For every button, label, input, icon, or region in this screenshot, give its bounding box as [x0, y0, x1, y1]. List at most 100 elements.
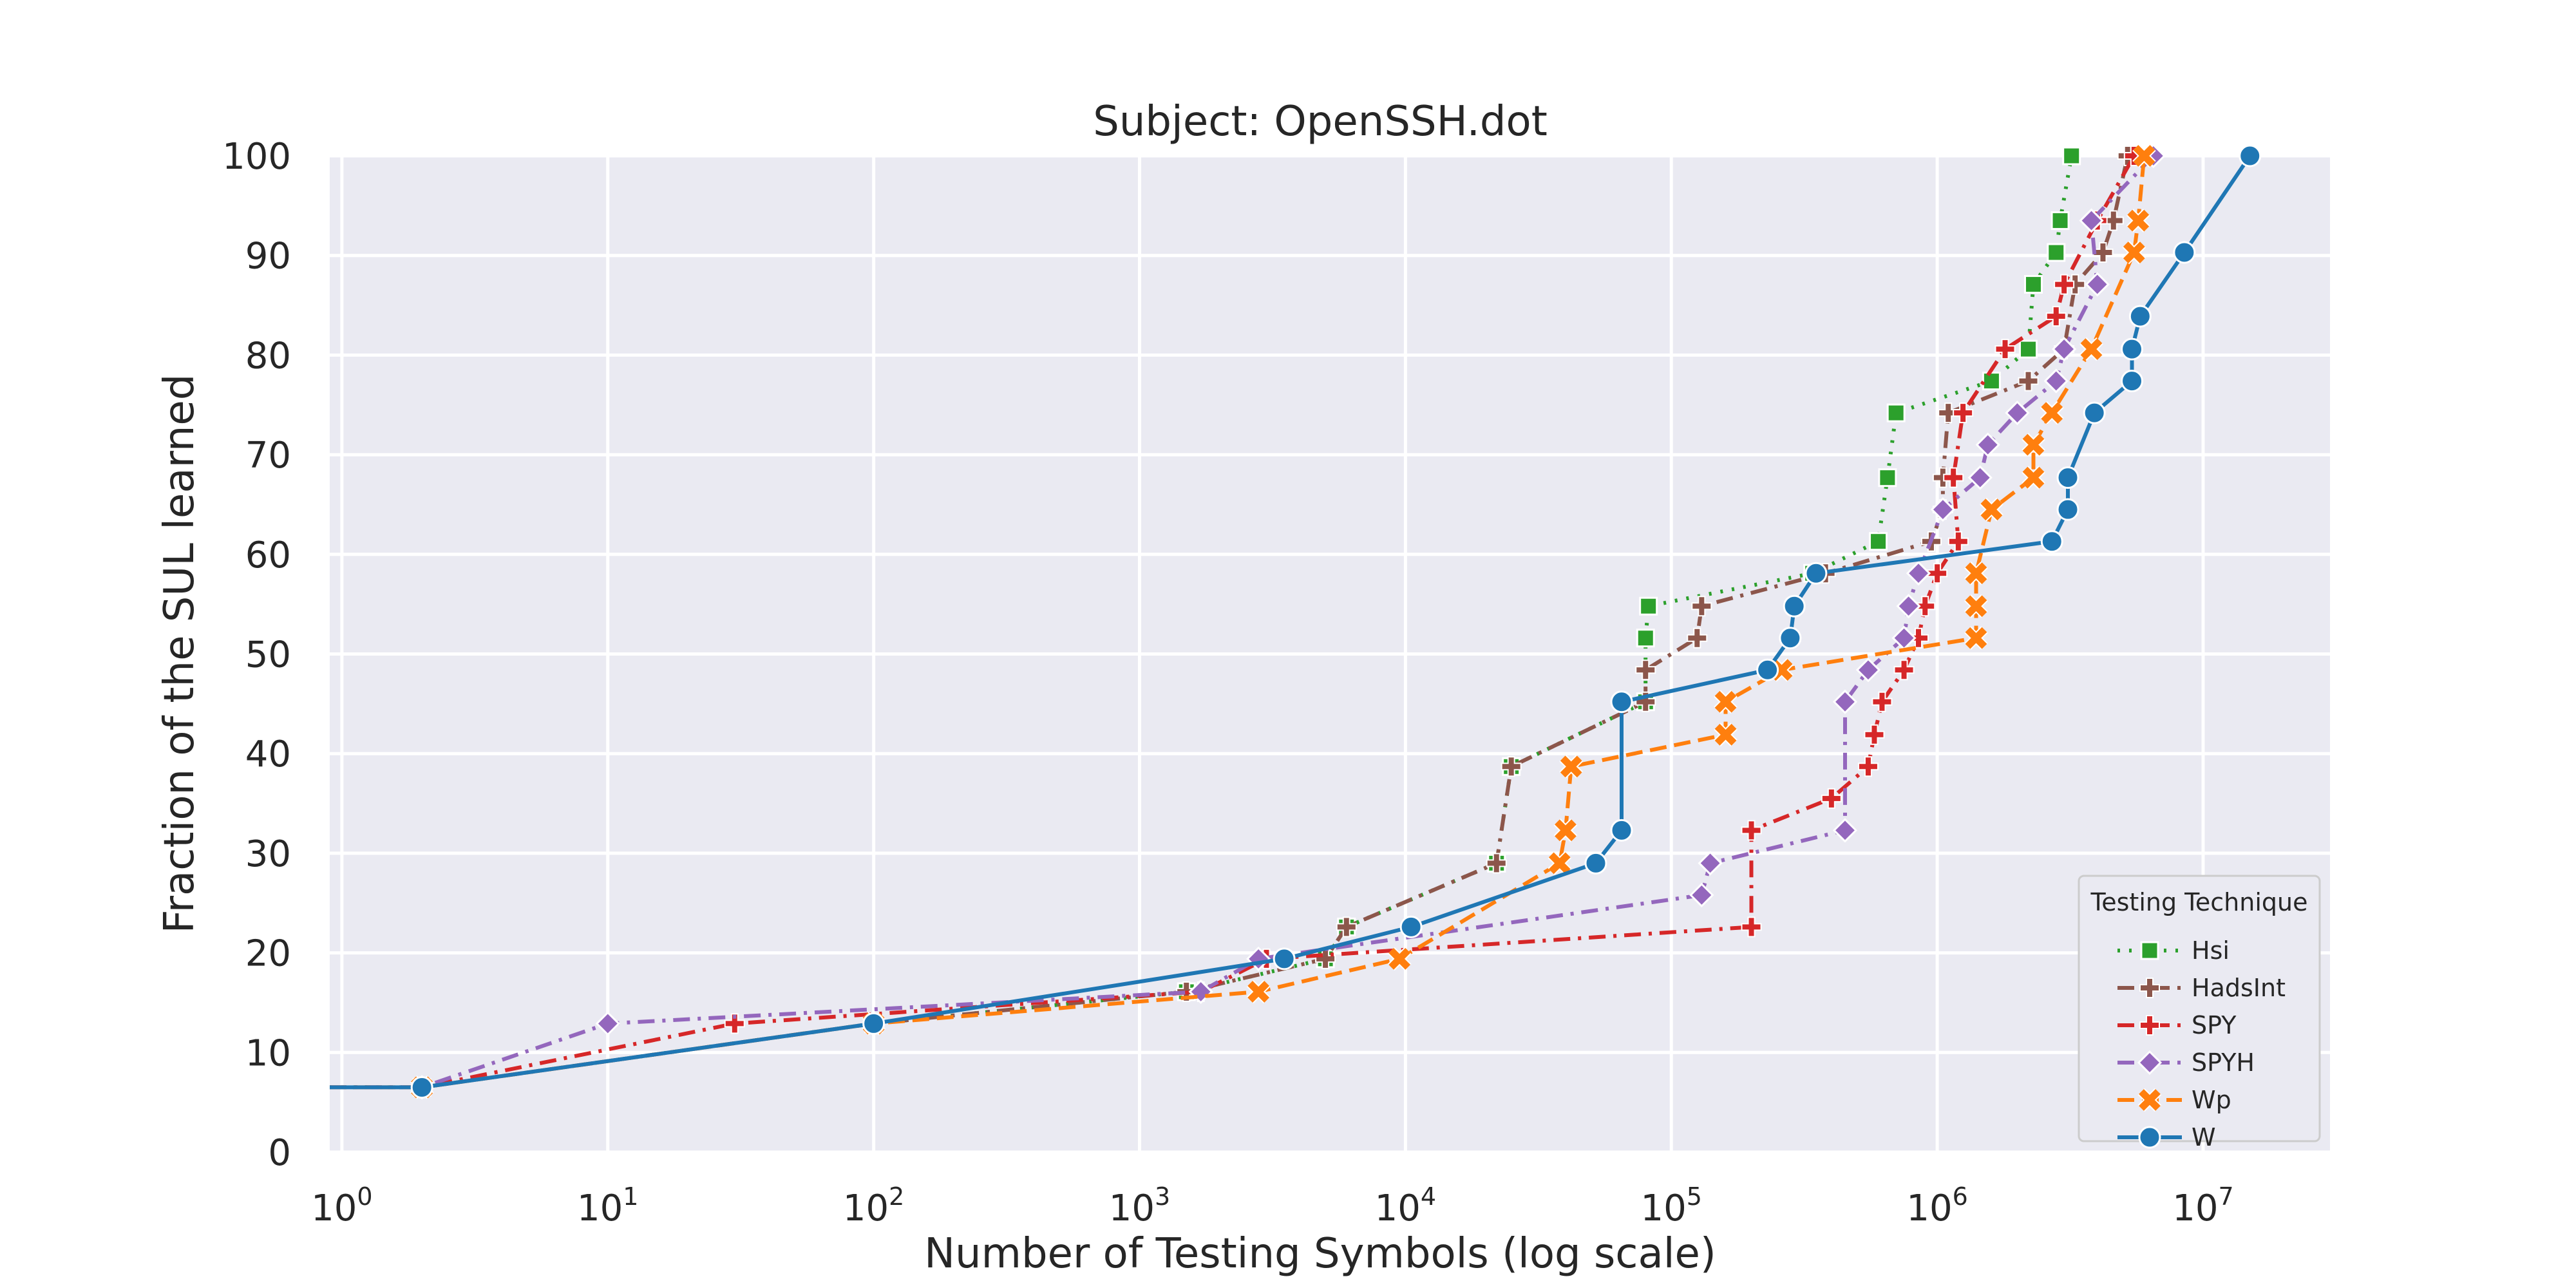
- data-point: [1930, 497, 1956, 522]
- data-point: [2137, 1088, 2162, 1112]
- y-tick-label: 10: [245, 1032, 291, 1074]
- legend-box: [2078, 875, 2321, 1142]
- data-point: [1548, 851, 1572, 875]
- data-point: [2137, 1050, 2163, 1075]
- data-point: [1714, 723, 1738, 747]
- data-point: [1964, 626, 1988, 650]
- data-point: [1553, 819, 1578, 842]
- legend-item-spy: SPY: [2117, 1011, 2237, 1039]
- legend-label: W: [2192, 1123, 2216, 1151]
- data-point: [1756, 658, 1779, 681]
- y-tick-label: 30: [245, 833, 291, 875]
- x-tick-label: 100: [311, 1182, 372, 1229]
- data-point: [1864, 724, 1885, 745]
- data-point: [1273, 947, 1296, 971]
- data-point: [2139, 978, 2160, 998]
- x-tick-label: 106: [1906, 1182, 1967, 1229]
- series-line: [330, 155, 2130, 1090]
- legend-label: HadsInt: [2192, 974, 2286, 1002]
- y-tick-label: 90: [245, 236, 291, 278]
- legend-title: Testing Technique: [2090, 888, 2307, 916]
- legend-label: SPY: [2192, 1011, 2237, 1039]
- data-point: [2062, 146, 2081, 166]
- data-point: [2047, 243, 2066, 262]
- legend-item-spyh: SPYH: [2117, 1048, 2255, 1077]
- data-point: [2139, 1015, 2160, 1036]
- data-point: [2019, 339, 2038, 359]
- data-point: [2239, 144, 2262, 167]
- legend-item-hadsint: HadsInt: [2117, 974, 2286, 1002]
- data-point: [1639, 596, 1658, 616]
- data-point: [1994, 339, 2016, 360]
- data-point: [2126, 209, 2150, 232]
- data-point: [1855, 658, 1881, 683]
- data-point: [1336, 916, 1357, 938]
- x-tick-label: 105: [1641, 1182, 1702, 1229]
- data-point: [2083, 401, 2106, 424]
- data-point: [1980, 497, 2003, 522]
- x-tick-label: 102: [843, 1182, 904, 1229]
- data-point: [2005, 401, 2030, 426]
- tick-labels: 0 10 20 30 40 50 60 70 80 90 100 100 101 102 103 104 105…: [222, 136, 2234, 1229]
- data-point: [2056, 466, 2079, 489]
- y-tick-label: 70: [245, 435, 291, 477]
- data-point: [2040, 530, 2063, 553]
- data-point: [1610, 690, 1633, 714]
- chart-title: Subject: OpenSSH.dot: [1093, 98, 1548, 146]
- x-tick-label: 103: [1109, 1182, 1170, 1229]
- data-point: [1246, 946, 1271, 972]
- x-tick-label: 104: [1375, 1182, 1436, 1229]
- legend-item-wp: Wp: [2117, 1086, 2231, 1114]
- data-point: [2045, 306, 2067, 327]
- data-point: [2132, 144, 2156, 168]
- data-point: [1559, 755, 1584, 779]
- x-tick-label: 107: [2172, 1182, 2233, 1229]
- legend-label: Wp: [2192, 1086, 2231, 1114]
- x-tick-label: 101: [577, 1182, 638, 1229]
- data-point: [2023, 275, 2043, 294]
- data-point: [1689, 882, 1714, 907]
- legend-item-hsi: Hsi: [2117, 936, 2230, 965]
- data-point: [862, 1012, 886, 1035]
- data-point: [2122, 240, 2146, 265]
- legend-label: SPYH: [2192, 1048, 2255, 1077]
- x-axis-label: Number of Testing Symbols (log scale): [924, 1230, 1716, 1278]
- y-tick-label: 50: [245, 634, 291, 676]
- y-axis-label: Fraction of the SUL learned: [156, 374, 204, 934]
- data-point: [2121, 370, 2144, 393]
- y-tick-label: 100: [222, 136, 291, 178]
- data-point: [1486, 853, 1507, 874]
- data-point: [1687, 627, 1708, 649]
- data-point: [724, 1013, 745, 1034]
- data-point: [1869, 532, 1888, 551]
- data-point: [2043, 368, 2069, 393]
- data-point: [1636, 629, 1655, 648]
- data-point: [2050, 211, 2070, 231]
- data-point: [1246, 980, 1271, 1004]
- data-point: [1691, 596, 1712, 617]
- data-point: [1964, 594, 1988, 618]
- data-point: [1893, 659, 1915, 681]
- data-point: [1982, 372, 2001, 391]
- data-point: [2054, 274, 2075, 295]
- data-point: [1698, 851, 1723, 876]
- data-point: [1967, 465, 1993, 490]
- data-point: [1714, 690, 1738, 714]
- data-point: [1943, 467, 1964, 488]
- data-point: [1878, 468, 1897, 488]
- data-point: [1832, 818, 1858, 843]
- series-lines: [330, 143, 2262, 1100]
- legend-label: Hsi: [2192, 936, 2230, 965]
- y-tick-label: 0: [268, 1132, 291, 1174]
- data-point: [1635, 659, 1656, 681]
- data-point: [2085, 272, 2110, 297]
- data-point: [1927, 563, 1948, 584]
- data-point: [1399, 915, 1423, 938]
- data-point: [1947, 531, 1969, 552]
- series-line: [330, 155, 2074, 1090]
- data-point: [595, 1011, 620, 1036]
- y-tick-label: 20: [245, 933, 291, 975]
- data-point: [1783, 594, 1806, 618]
- data-point: [2121, 337, 2144, 361]
